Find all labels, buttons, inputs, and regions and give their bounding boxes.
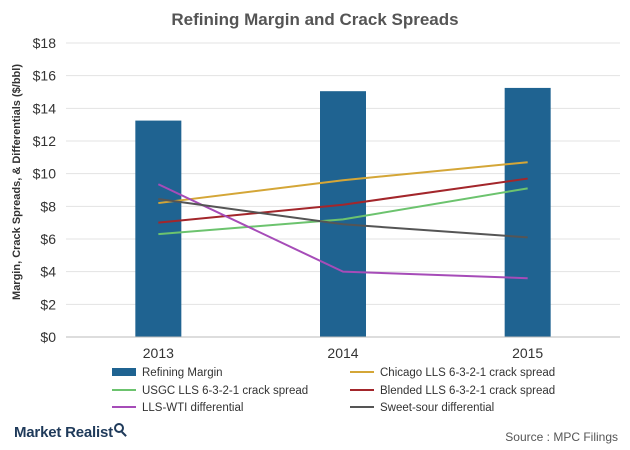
y-tick-label: $4 <box>40 264 56 280</box>
y-axis-ticks: $0 $2 $4 $6 $8 $10 $12 $14 $16 $18 <box>33 35 57 345</box>
source-note: Source : MPC Filings <box>505 430 618 444</box>
y-axis-label: Margin, Crack Spreads, & Differentials (… <box>11 64 23 300</box>
legend-swatch <box>112 368 136 376</box>
legend-item: Refining Margin <box>112 367 223 379</box>
y-tick-label: $6 <box>40 231 56 247</box>
y-tick-label: $8 <box>40 198 56 214</box>
brand-name: Market Realist <box>14 424 113 441</box>
series-line-1 <box>158 187 528 236</box>
bar-2014 <box>320 91 366 337</box>
chart: Refining Margin and Crack Spreads $0 $2 $4… <box>11 10 620 414</box>
legend-label: LLS-WTI differential <box>142 402 243 414</box>
series-line-2 <box>158 177 528 224</box>
series-line-4 <box>158 197 528 239</box>
legend-label: Chicago LLS 6-3-2-1 crack spread <box>380 367 555 379</box>
x-tick-label: 2013 <box>143 345 174 361</box>
bar-2013 <box>135 120 182 337</box>
x-tick-label: 2015 <box>512 345 543 361</box>
legend: Refining Margin Chicago LLS 6-3-2-1 crack… <box>112 367 555 414</box>
y-tick-label: $18 <box>33 35 57 51</box>
y-tick-label: $10 <box>33 166 57 182</box>
x-tick-label: 2014 <box>327 345 358 361</box>
legend-item: USGC LLS 6-3-2-1 crack spread <box>112 385 308 397</box>
legend-item: Blended LLS 6-3-2-1 crack spread <box>350 385 555 397</box>
x-axis-ticks: 2013 2014 2015 <box>143 345 544 361</box>
series-lines <box>157 161 528 280</box>
bar-2015 <box>504 87 551 338</box>
y-tick-label: $2 <box>40 296 56 312</box>
y-tick-label: $0 <box>40 329 56 345</box>
y-tick-label: $14 <box>33 100 57 116</box>
brand-logo: Market Realist <box>14 423 124 441</box>
series-line-0 <box>158 161 528 205</box>
legend-label: Blended LLS 6-3-2-1 crack spread <box>380 385 555 397</box>
bars <box>135 87 551 338</box>
legend-label: Sweet-sour differential <box>380 402 494 414</box>
y-tick-label: $16 <box>33 68 57 84</box>
legend-item: Chicago LLS 6-3-2-1 crack spread <box>350 367 555 379</box>
legend-label: USGC LLS 6-3-2-1 crack spread <box>142 385 308 397</box>
legend-item: Sweet-sour differential <box>350 402 494 414</box>
series-line-3 <box>157 183 528 280</box>
legend-label: Refining Margin <box>142 367 223 379</box>
legend-item: LLS-WTI differential <box>112 402 243 414</box>
magnifier-icon <box>113 423 124 433</box>
y-tick-label: $12 <box>33 133 57 149</box>
chart-title: Refining Margin and Crack Spreads <box>171 10 458 29</box>
